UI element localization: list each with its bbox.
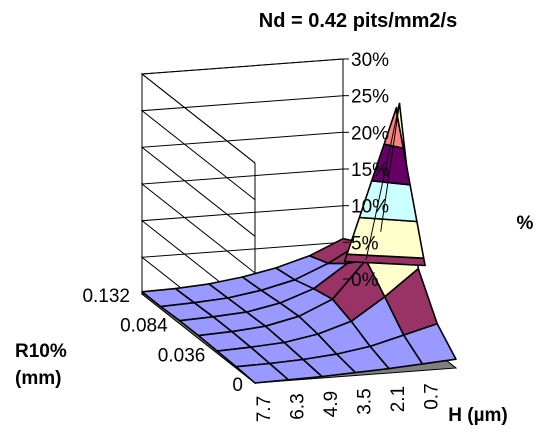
- surface-cell: [402, 322, 457, 365]
- y-axis-title-line1: R10%: [15, 341, 67, 362]
- x-tick-label: 4.9: [321, 391, 342, 417]
- z-gridline: [140, 131, 344, 237]
- x-tick-label: 0.7: [421, 383, 442, 409]
- x-tick-label: 2.1: [388, 386, 409, 412]
- y-tick-label: 0.036: [158, 345, 206, 366]
- chart-title: Nd = 0.42 pits/mm2/s: [259, 10, 457, 32]
- y-axis-ticks: 0.132 0.084 0.036 0: [82, 286, 243, 396]
- y-axis-title-line2: (mm): [15, 368, 61, 389]
- x-tick-label: 7.7: [254, 396, 275, 422]
- z-tick-label: 0%: [351, 270, 379, 291]
- y-tick-label: 0.132: [82, 286, 130, 307]
- z-axis-ticks: 0% 5% 10% 15% 20% 25% 30%: [343, 50, 389, 291]
- z-tick-label: 20%: [351, 123, 389, 144]
- z-gridline: [140, 205, 344, 311]
- peak-band: [383, 106, 405, 149]
- x-tick-label: 3.5: [354, 388, 375, 414]
- z-tick-label: 25%: [351, 87, 389, 108]
- z-tick-label: 30%: [351, 50, 389, 71]
- z-tick-label: 10%: [351, 197, 389, 218]
- z-gridline: [140, 58, 344, 164]
- z-gridline: [140, 95, 344, 201]
- peak-ridge: [365, 103, 400, 261]
- x-axis-ticks: 7.7 6.3 4.9 3.5 2.1 0.7: [254, 383, 443, 422]
- surface-mesh: [141, 102, 457, 384]
- z-tick-label: 15%: [351, 160, 389, 181]
- y-tick-label: 0: [232, 375, 243, 396]
- z-tick-label: 5%: [351, 233, 379, 254]
- z-gridline: [140, 168, 344, 274]
- z-axis-title: %: [517, 213, 534, 234]
- x-tick-label: 6.3: [287, 393, 308, 419]
- y-tick-label: 0.084: [120, 316, 168, 337]
- x-axis-title: H (µm): [448, 405, 508, 426]
